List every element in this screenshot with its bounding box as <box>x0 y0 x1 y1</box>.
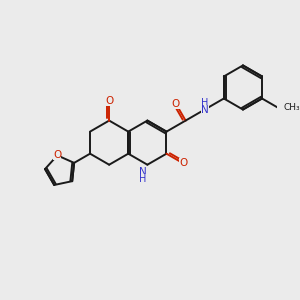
Text: N: N <box>201 104 208 115</box>
Text: H: H <box>139 173 146 184</box>
Text: CH₃: CH₃ <box>284 103 300 112</box>
Text: O: O <box>172 99 180 109</box>
Text: O: O <box>105 96 113 106</box>
Text: H: H <box>201 98 208 108</box>
Text: O: O <box>53 150 61 161</box>
Text: O: O <box>179 158 188 168</box>
Text: N: N <box>139 167 147 177</box>
